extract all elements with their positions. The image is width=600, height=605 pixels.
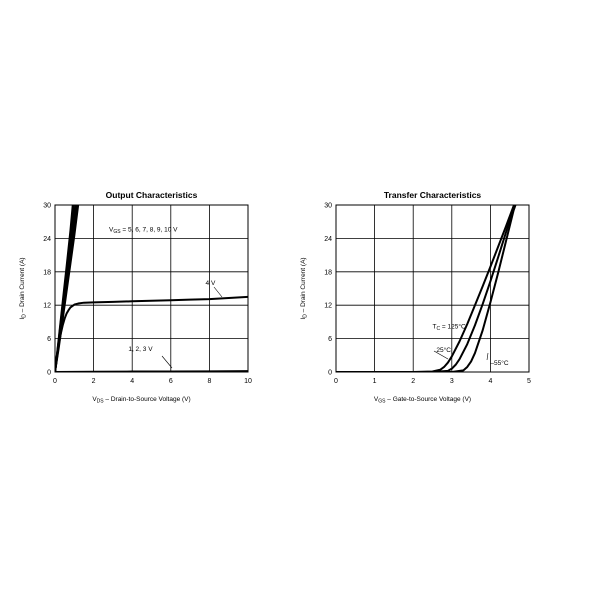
y-tick-label: 12	[43, 303, 51, 310]
y-tick-label: 24	[324, 236, 332, 243]
x-tick-label: 1	[373, 378, 377, 385]
annotation-leader-line	[161, 355, 173, 369]
annotation-leader-line	[433, 350, 449, 360]
y-tick-label: 6	[328, 336, 332, 343]
y-axis-label: ID – Drain Current (A)	[300, 257, 309, 319]
chart-title: Output Characteristics	[106, 190, 198, 200]
y-axis-label: ID – Drain Current (A)	[19, 257, 28, 319]
annotation-vgs-low: 1, 2, 3 V	[128, 346, 153, 353]
x-tick-label: 8	[207, 378, 211, 385]
y-tick-label: 30	[324, 203, 332, 210]
series-line-vgs-4v	[55, 295, 248, 372]
series-line-tc-minus55-curve	[336, 205, 517, 372]
y-tick-label: 0	[47, 370, 51, 377]
y-tick-label: 18	[43, 269, 51, 276]
x-axis-label: VGS – Gate-to-Source Voltage (V)	[374, 396, 471, 405]
x-tick-label: 4	[488, 378, 492, 385]
y-tick-label: 24	[43, 236, 51, 243]
y-tick-label: 6	[47, 336, 51, 343]
annotation-leader-line	[213, 286, 223, 298]
annotation-tc-125: TC = 125°C	[433, 323, 466, 333]
x-tick-label: 0	[334, 378, 338, 385]
y-tick-label: 18	[324, 269, 332, 276]
y-tick-label: 0	[328, 370, 332, 377]
x-tick-label: 3	[450, 378, 454, 385]
chart-title: Transfer Characteristics	[384, 190, 482, 200]
annotation-leader-line	[486, 352, 489, 361]
x-tick-label: 5	[527, 378, 531, 385]
annotation-vgs-4: 4 V	[206, 280, 216, 287]
x-tick-label: 6	[169, 378, 173, 385]
series-line-vgs-1-2-3	[55, 370, 248, 372]
annotation-tc-minus55: –55°C	[490, 359, 508, 367]
plot-frame	[335, 204, 530, 373]
x-tick-label: 10	[244, 378, 252, 385]
annotation-vgs-high: VGS = 5, 6, 7, 8, 9, 10 V	[109, 227, 178, 236]
x-tick-label: 2	[411, 378, 415, 385]
x-axis-label: VDS – Drain-to-Source Voltage (V)	[92, 396, 190, 405]
annotation-tc-25: 25°C	[436, 346, 451, 354]
y-tick-label: 12	[324, 303, 332, 310]
y-tick-label: 30	[43, 203, 51, 210]
x-tick-label: 4	[130, 378, 134, 385]
x-tick-label: 0	[53, 378, 57, 385]
x-tick-label: 2	[92, 378, 96, 385]
series-line-tc-25-curve	[336, 205, 517, 372]
